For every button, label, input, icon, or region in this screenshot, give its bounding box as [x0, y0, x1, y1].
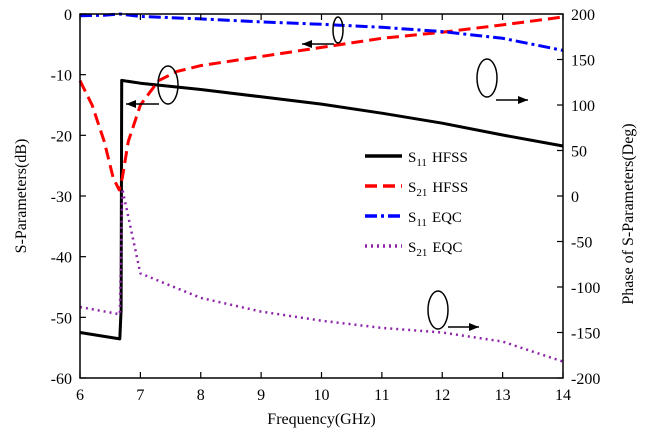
y2-tick-label: -200: [571, 371, 600, 388]
y-tick-label: -40: [51, 250, 72, 267]
y-tick-label: 0: [64, 7, 72, 24]
right-axis-indicator-bottom-ellipse: [427, 290, 449, 330]
series-line-1: [79, 78, 564, 341]
left-axis-indicator-mid-arrow-head: [126, 100, 136, 108]
y-axis-title: S-Parameters(dB): [13, 139, 30, 254]
left-axis-indicator-top-arrow-head: [302, 40, 312, 48]
y-tick-label: -50: [51, 310, 72, 327]
left-axis-indicator-top-ellipse: [332, 16, 344, 44]
right-axis-indicator-bottom-arrow-head: [469, 323, 479, 331]
y2-axis-title: Phase of S-Parameters(Deg): [620, 123, 637, 304]
x-tick-label: 13: [495, 387, 511, 404]
y-tick-label: -20: [51, 128, 72, 145]
annotations: [126, 16, 528, 331]
y2-tick-label: -50: [571, 235, 592, 252]
x-tick-label: 12: [434, 387, 450, 404]
y2-tick-label: 150: [571, 53, 595, 70]
y-tick-label: -30: [51, 189, 72, 206]
right-axis-indicator-top-ellipse: [476, 58, 498, 98]
y2-tick-label: -100: [571, 280, 600, 297]
x-tick-label: 6: [76, 387, 84, 404]
y-tick-label: -10: [51, 68, 72, 85]
x-axis-title: Frequency(GHz): [267, 411, 375, 428]
legend-label-2: S21 HFSS: [408, 180, 468, 199]
y2-tick-label: 100: [571, 98, 595, 115]
y2-tick-label: 200: [571, 7, 595, 24]
x-tick-label: 8: [197, 387, 205, 404]
x-tick-label: 7: [136, 387, 144, 404]
left-axis-indicator-mid-ellipse: [157, 65, 179, 105]
y2-tick-label: 0: [571, 189, 579, 206]
y2-tick-label: 50: [571, 144, 587, 161]
y-tick-label: -60: [51, 371, 72, 388]
axis-ticks: 6 7 8 9 10 11 12 13 14 0 -10 -20 -30 -40 -50 -60 200 150 1…: [51, 7, 601, 404]
right-axis-indicator-top-arrow-head: [518, 96, 528, 104]
legend-label-1: S11 HFSS: [408, 150, 468, 169]
x-tick-label: 14: [555, 387, 571, 404]
x-tick-label: 9: [257, 387, 265, 404]
series-line-4: [79, 187, 564, 363]
y2-tick-label: -150: [571, 326, 600, 343]
x-tick-label: 10: [314, 387, 330, 404]
x-tick-label: 11: [374, 387, 389, 404]
legend: S11 HFSS S21 HFSS S11 EQC S21 EQC: [365, 150, 468, 259]
legend-label-4: S21 EQC: [408, 240, 462, 259]
legend-label-3: S11 EQC: [408, 210, 462, 229]
